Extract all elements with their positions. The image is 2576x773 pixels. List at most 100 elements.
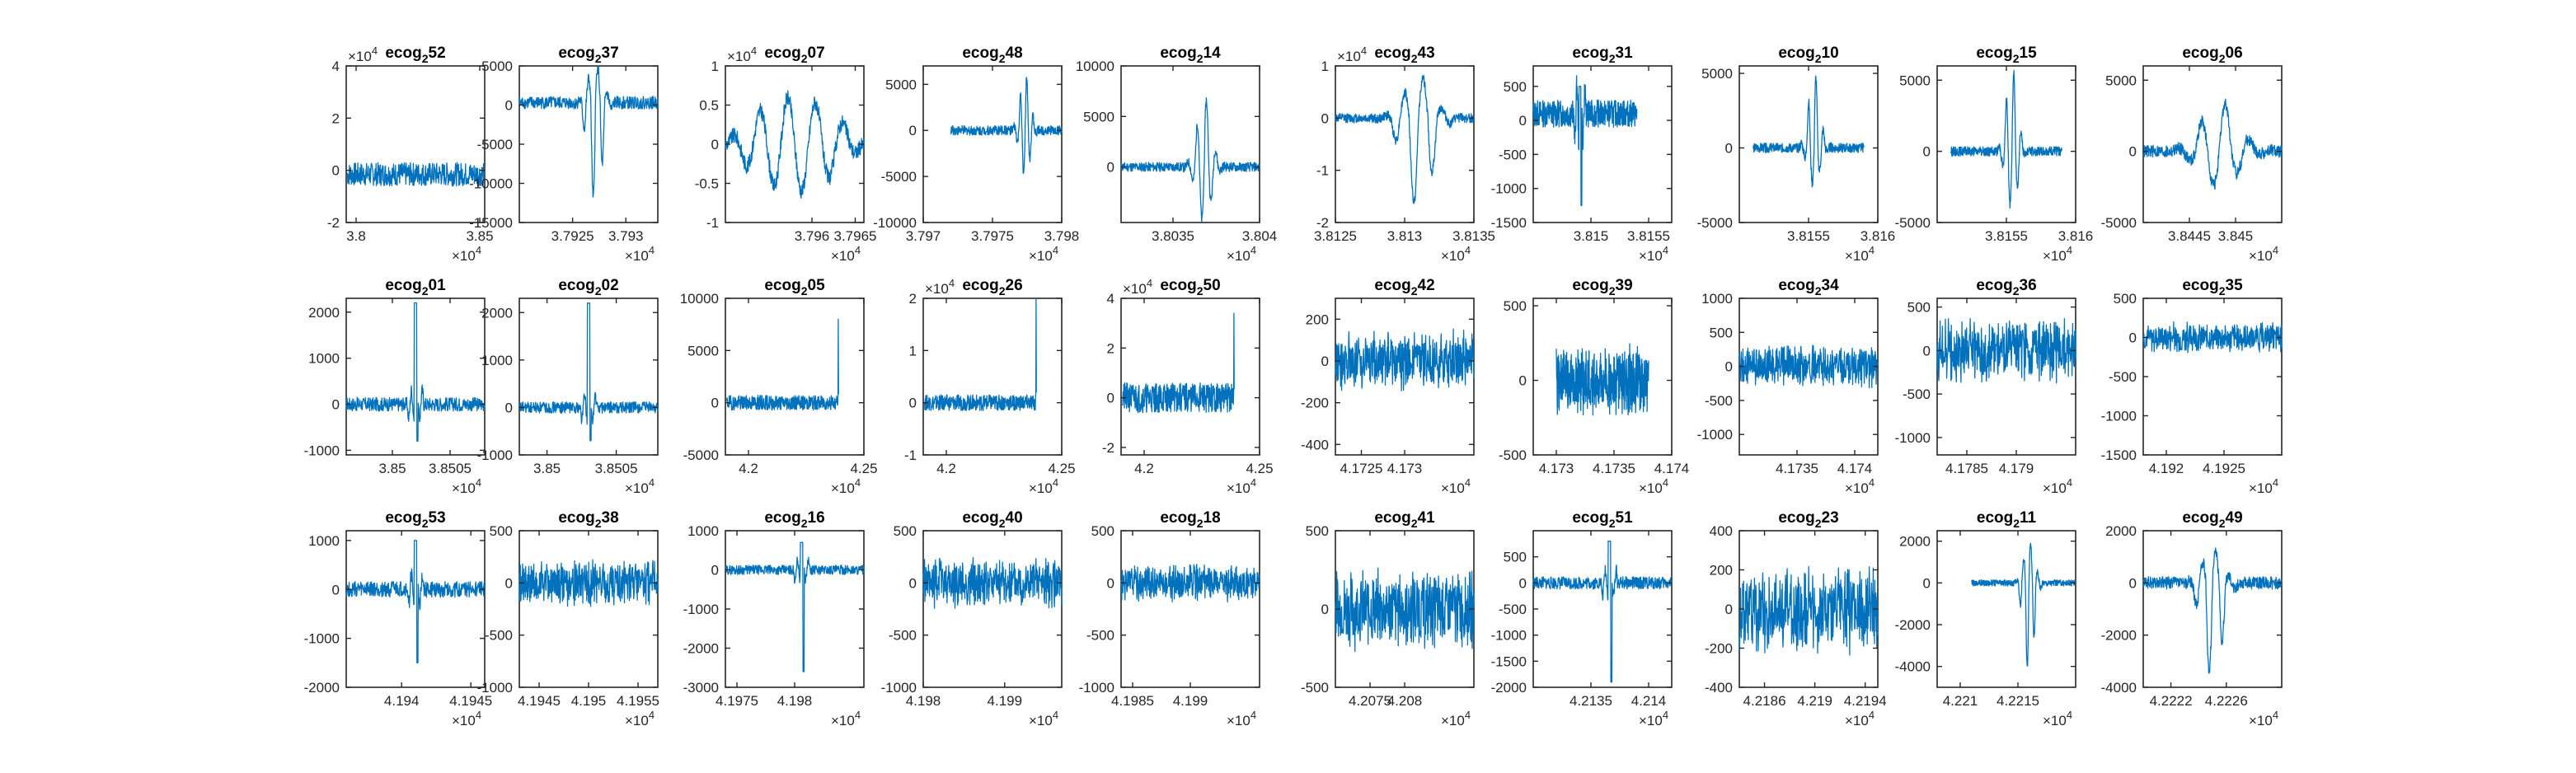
y-tick-label: 5000 — [1701, 66, 1733, 82]
x-exponent-label: ×104 — [1639, 709, 1668, 728]
panel-title: ecog243 — [1374, 45, 1434, 65]
x-tick-label: 3.8505 — [429, 461, 472, 476]
x-exponent-label: ×104 — [452, 709, 481, 728]
x-tick-label: 4.221 — [1943, 693, 1978, 709]
y-tick-label: -400 — [1705, 680, 1733, 696]
x-tick-label: 4.214 — [1631, 693, 1667, 709]
x-tick-label: 4.173 — [1387, 461, 1423, 476]
panel-title: ecog240 — [962, 509, 1022, 530]
y-tick-label: -400 — [1301, 437, 1329, 452]
x-tick-label: 3.8155 — [1985, 228, 2028, 244]
x-tick-label: 4.1945 — [518, 693, 561, 709]
subplot-ecog2-06: 3.8445 3.845-500005000×104ecog206 — [2101, 45, 2282, 264]
panel-title: ecog236 — [1976, 277, 2036, 297]
panel-title: ecog251 — [1572, 509, 1633, 530]
y-tick-label: 0 — [332, 163, 340, 179]
x-exponent-label: ×104 — [2043, 709, 2072, 728]
y-tick-label: 0 — [1923, 575, 1931, 591]
y-tick-label: 1 — [909, 343, 917, 358]
axes-box — [2143, 298, 2282, 455]
x-exponent-label: ×104 — [625, 709, 655, 728]
y-tick-label: 0 — [505, 400, 513, 415]
axes-box — [1121, 66, 1260, 223]
y-tick-label: -1000 — [2101, 409, 2137, 424]
subplot-ecog2-49: 4.2222 4.2226 -4000 -2000 0 2000 ×104 ecog249 — [2101, 509, 2282, 728]
y-tick-label: 0 — [909, 575, 917, 591]
y-tick-label: -500 — [1086, 628, 1114, 644]
y-tick-label: 1000 — [308, 351, 340, 367]
y-tick-label: 10000 — [1076, 59, 1114, 74]
y-tick-label: 1000 — [687, 523, 719, 539]
y-tick-label: 500 — [1091, 523, 1114, 539]
panel-title: ecog241 — [1374, 509, 1435, 530]
subplot-ecog2-37: 3.7925 3.793-15000-10000-500005000×104eco… — [469, 45, 658, 264]
x-exponent-label: ×104 — [625, 476, 655, 496]
x-tick-label: 3.8155 — [1627, 228, 1670, 244]
x-tick-label: 3.815 — [1574, 228, 1609, 244]
y-tick-label: 1000 — [308, 533, 340, 549]
y-tick-label: -200 — [1301, 396, 1329, 411]
y-tick-label: 500 — [894, 523, 917, 539]
y-tick-label: 2 — [332, 110, 340, 126]
y-tick-label: -1000 — [477, 680, 513, 696]
subplot-ecog2-38: 4.1945 4.195 4.1955 -1000 -500 0 500 ×104 ecog23… — [477, 509, 659, 728]
subplot-ecog2-52: 3.8 3.85-2024×104×104 ecog252 — [327, 45, 494, 264]
y-tick-label: 0 — [1321, 110, 1329, 126]
y-tick-label: 500 — [1710, 325, 1733, 340]
y-tick-label: -500 — [1301, 680, 1329, 696]
x-tick-label: 4.2075 — [1349, 693, 1391, 709]
panel-title: ecog201 — [385, 277, 446, 297]
x-tick-label: 3.804 — [1242, 228, 1278, 244]
y-tick-label: 1000 — [481, 353, 513, 368]
y-tick-label: 500 — [1306, 523, 1329, 539]
y-tick-label: 0 — [1725, 359, 1733, 375]
y-tick-label: 5000 — [1083, 109, 1114, 124]
y-tick-label: -10000 — [873, 215, 917, 231]
y-tick-label: -1000 — [881, 680, 917, 696]
x-exponent-label: ×104 — [831, 476, 861, 496]
x-exponent-label: ×104 — [1845, 244, 1875, 264]
x-exponent-label: ×104 — [1227, 476, 1256, 496]
x-exponent-label: ×104 — [625, 244, 655, 264]
y-tick-label: -10000 — [469, 176, 513, 192]
subplot-ecog2-23: 4.2186 4.219 4.2194-400-2000200400×104ecog… — [1705, 509, 1887, 728]
x-tick-label: 3.793 — [608, 228, 644, 244]
x-exponent-label: ×104 — [831, 244, 861, 264]
x-tick-label: 3.8505 — [595, 461, 638, 476]
y-tick-label: -1000 — [304, 443, 340, 458]
x-tick-label: 3.816 — [1860, 228, 1896, 244]
y-tick-label: -5000 — [881, 169, 917, 185]
y-exponent-label: ×104 — [1123, 277, 1152, 297]
y-tick-label: 500 — [1504, 550, 1527, 565]
y-tick-label: -2000 — [1895, 617, 1931, 633]
panel-title: ecog248 — [962, 45, 1022, 65]
x-tick-label: 4.25 — [850, 461, 877, 476]
y-tick-label: 1000 — [1701, 291, 1733, 307]
y-tick-label: 2000 — [308, 305, 340, 321]
subplot-ecog2-14: 3.8035 3.8040500010000×104ecog214 — [1076, 45, 1278, 264]
y-exponent-label: ×104 — [1337, 45, 1367, 64]
y-tick-label: 2000 — [2105, 523, 2137, 539]
subplot-ecog2-10: 3.8155 3.816 -5000 0 5000 ×104 ecog210 — [1697, 45, 1896, 264]
panel-title: ecog234 — [1778, 277, 1839, 297]
x-exponent-label: ×104 — [1029, 244, 1058, 264]
y-tick-label: -5000 — [1895, 215, 1931, 231]
x-tick-label: 3.8 — [346, 228, 366, 244]
x-tick-label: 4.1785 — [1945, 461, 1988, 476]
x-tick-label: 4.1725 — [1340, 461, 1383, 476]
y-exponent-label: ×104 — [348, 45, 378, 64]
axes-box — [519, 298, 658, 455]
subplot-ecog2-43: 3.8125 3.813 3.8135 -2 -1 0 1 ×104 ×104 ecog243 — [1314, 45, 1495, 264]
y-tick-label: -5000 — [1697, 215, 1733, 231]
y-tick-label: 10000 — [680, 291, 719, 307]
x-tick-label: 4.1735 — [1776, 461, 1818, 476]
y-tick-label: 5000 — [1899, 73, 1931, 88]
x-exponent-label: ×104 — [2043, 244, 2072, 264]
y-tick-label: -2000 — [304, 680, 340, 696]
panel-title: ecog202 — [558, 277, 618, 297]
panel-title: ecog237 — [558, 45, 618, 65]
y-tick-label: -1 — [904, 447, 917, 463]
axes-box — [1533, 531, 1672, 687]
x-exponent-label: ×104 — [1845, 476, 1875, 496]
x-tick-label: 4.1735 — [1593, 461, 1635, 476]
